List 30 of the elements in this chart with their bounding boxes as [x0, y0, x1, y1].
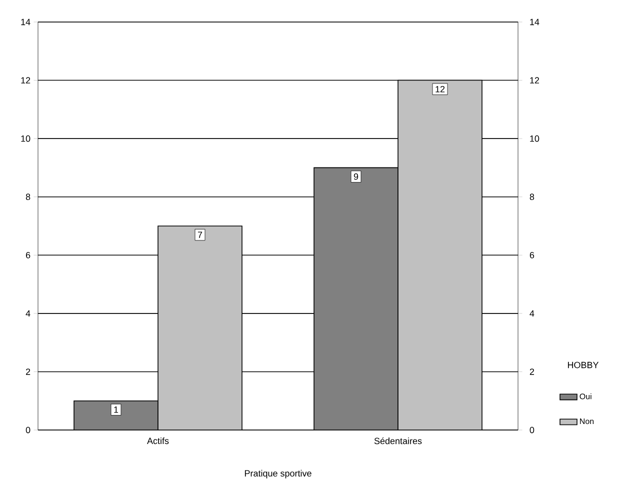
y2-tick-label: 6 [26, 252, 30, 258]
y-tick-label: 12 [530, 77, 540, 84]
x-axis-title: Pratique sportive [244, 470, 312, 478]
y-tick-label: 2 [530, 368, 534, 375]
bar [74, 400, 158, 430]
y2-tick-label: 4 [26, 310, 30, 317]
y2-tick-label: 0 [26, 426, 30, 434]
data-label: 9 [354, 173, 358, 180]
legend-title: HOBBY [568, 362, 599, 368]
y2-tick-label: 8 [26, 194, 30, 200]
y2-tick-label: 10 [21, 135, 30, 142]
y-tick-label: 6 [530, 252, 534, 258]
y2-tick-label: 2 [26, 368, 30, 375]
bar [314, 167, 398, 430]
data-label: 1 [114, 406, 118, 413]
y-tick-label: 0 [530, 426, 534, 434]
y-tick-label: 8 [530, 194, 534, 200]
y-tick-label: 10 [530, 135, 540, 142]
data-label: 12 [436, 86, 445, 92]
y-tick-label: 4 [530, 310, 534, 317]
x-tick-label: Sédentaires [374, 437, 422, 444]
y2-tick-label: 14 [21, 18, 30, 26]
y2-tick-label: 12 [21, 77, 30, 84]
bar [158, 226, 242, 430]
x-tick-label: Actifs [147, 437, 169, 444]
data-label: 7 [198, 232, 202, 238]
legend-label: Oui [580, 393, 592, 400]
y-tick-label: 14 [530, 18, 540, 26]
legend-label: Non [580, 418, 594, 424]
bar [398, 80, 482, 430]
